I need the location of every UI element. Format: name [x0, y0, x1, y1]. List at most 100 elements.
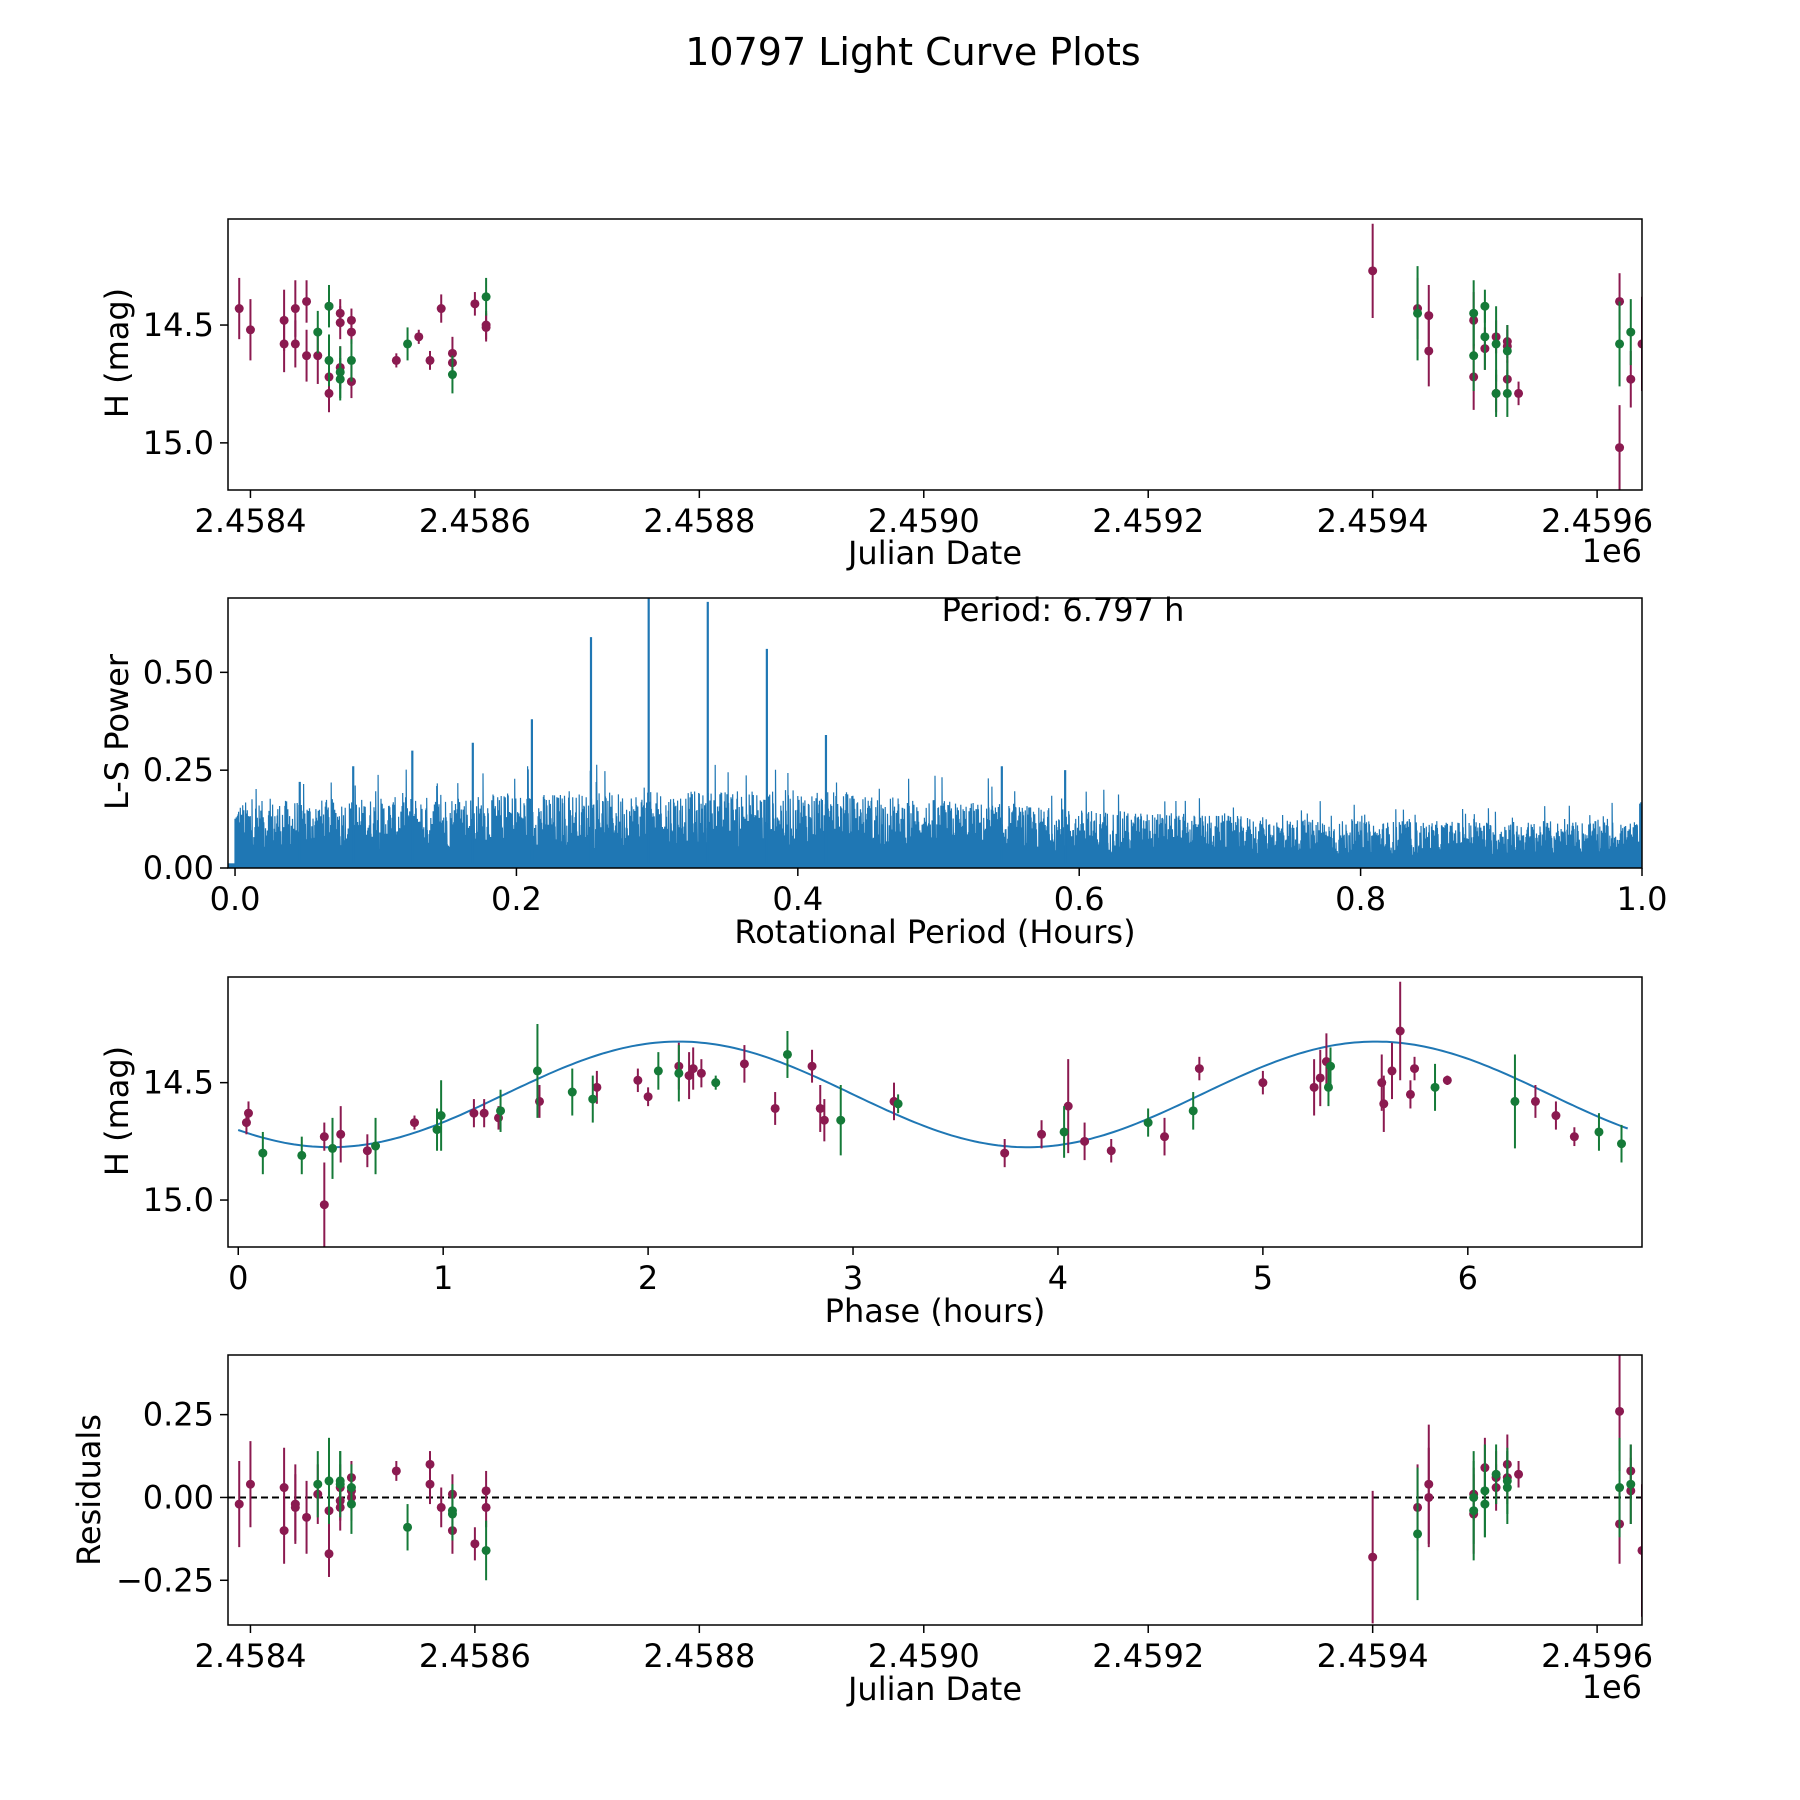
data-point [313, 327, 323, 337]
data-point [633, 1075, 643, 1085]
data-point [1469, 351, 1479, 361]
phased-y-label: H (mag) [98, 1046, 136, 1176]
data-point [1387, 1066, 1397, 1076]
data-point [1502, 388, 1512, 398]
light-curve-x-tick-label: 2.4588 [643, 502, 755, 540]
data-point [1160, 1132, 1170, 1142]
data-point [1491, 339, 1501, 349]
data-point [1430, 1082, 1440, 1092]
data-point [324, 388, 334, 398]
periodogram-x-tick-label: 0.0 [210, 880, 261, 918]
data-point [403, 339, 413, 349]
data-point [1413, 1529, 1423, 1539]
phased-plot-area: 0 1 2 3 4 5 6 14.5 15.0 [143, 976, 1643, 1297]
residuals-x-tick-label: 2.4586 [419, 1637, 531, 1675]
light-curve-offset-label: 1e6 [1582, 532, 1642, 570]
data-point [1502, 1476, 1512, 1486]
periodogram-base [228, 863, 1642, 868]
data-point [532, 1066, 542, 1076]
residuals-x-tick-label: 2.4584 [194, 1637, 306, 1675]
residuals-x-tick-label: 2.4594 [1317, 1637, 1429, 1675]
data-point [1569, 1132, 1579, 1142]
data-point [234, 1499, 244, 1509]
residuals-offset-label: 1e6 [1582, 1668, 1642, 1706]
data-point [234, 304, 244, 314]
data-point [1637, 1545, 1642, 1555]
data-point [1413, 308, 1423, 318]
data-point [1000, 1148, 1010, 1158]
data-point [1626, 327, 1636, 337]
data-point [319, 1132, 329, 1142]
data-point [335, 318, 345, 328]
data-point [1080, 1136, 1090, 1146]
data-point [1626, 374, 1636, 384]
periodogram-x-tick-label: 0.6 [1054, 880, 1105, 918]
data-point [782, 1049, 792, 1059]
data-point [1405, 1089, 1415, 1099]
phased-y-tick-label: 15.0 [143, 1181, 214, 1219]
data-point [1480, 332, 1490, 342]
light-curve-plot-area: 2.4584 2.4586 2.4588 2.4590 2.4592 2.4594 2.45… [143, 218, 1653, 540]
data-point [711, 1078, 721, 1088]
data-point [770, 1103, 780, 1113]
data-point [346, 1483, 356, 1493]
figure-title: 10797 Light Curve Plots [685, 30, 1140, 74]
data-point [1480, 301, 1490, 311]
data-point [1615, 1483, 1625, 1493]
periodogram-y-label: L-S Power [98, 653, 136, 810]
periodogram-x-tick-label: 0.8 [1335, 880, 1386, 918]
data-point [479, 1108, 489, 1118]
data-point [688, 1064, 698, 1074]
periodogram-x-tick-label: 0.2 [491, 880, 542, 918]
periodogram-panel: Period: 6.797 h Rotational Period (Hours… [98, 591, 1667, 951]
data-point [1368, 266, 1378, 276]
data-point [1491, 388, 1501, 398]
light-curve-x-tick-label: 2.4586 [419, 502, 531, 540]
light-curve-x-tick-label: 2.4584 [194, 502, 306, 540]
periodogram-y-tick-label: 0.00 [143, 849, 214, 887]
data-point [425, 355, 435, 365]
data-point [290, 1502, 300, 1512]
residuals-plot-area: 2.4584 2.4586 2.4588 2.4590 2.4592 2.4594 2.45… [116, 1354, 1653, 1675]
phased-x-tick-label: 3 [843, 1259, 863, 1297]
phased-marks [237, 981, 1629, 1247]
residuals-x-tick-label: 2.4588 [643, 1637, 755, 1675]
residuals-y-tick-label: −0.25 [116, 1561, 214, 1599]
data-point [807, 1061, 817, 1071]
data-point [1514, 1469, 1524, 1479]
data-point [432, 1125, 442, 1135]
light-curve-x-tick-label: 2.4596 [1541, 502, 1653, 540]
data-point [371, 1141, 381, 1151]
periodogram-x-tick-label: 1.0 [1617, 880, 1668, 918]
light-curve-panel: Julian Date H (mag) 1e6 2.4584 2.4586 2.45… [98, 218, 1653, 572]
residuals-x-tick-label: 2.4596 [1541, 1637, 1653, 1675]
data-point [1551, 1111, 1561, 1121]
data-point [1059, 1127, 1069, 1137]
phased-x-tick-label: 6 [1458, 1259, 1478, 1297]
residuals-panel: Julian Date Residuals 1e6 2.4584 2.4586 2.… [70, 1354, 1653, 1708]
data-point [1424, 311, 1434, 321]
data-point [335, 374, 345, 384]
data-point [409, 1118, 419, 1128]
data-point [1615, 1406, 1625, 1416]
data-point [1063, 1101, 1073, 1111]
data-point [1637, 339, 1642, 349]
phased-x-tick-label: 5 [1253, 1259, 1273, 1297]
data-point [1615, 339, 1625, 349]
data-point [245, 1479, 255, 1489]
data-point [319, 1200, 329, 1210]
data-point [1309, 1082, 1319, 1092]
light-curve-x-label: Julian Date [846, 534, 1022, 572]
data-point [1502, 346, 1512, 356]
data-point [1530, 1096, 1540, 1106]
data-point [470, 299, 480, 309]
data-point [469, 1108, 479, 1118]
light-curve-frame [227, 218, 1643, 491]
data-point [391, 355, 401, 365]
phased-x-tick-label: 0 [228, 1259, 248, 1297]
data-point [567, 1087, 577, 1097]
data-point [279, 1483, 289, 1493]
light-curve-marks [234, 223, 1642, 490]
data-point [447, 370, 457, 380]
